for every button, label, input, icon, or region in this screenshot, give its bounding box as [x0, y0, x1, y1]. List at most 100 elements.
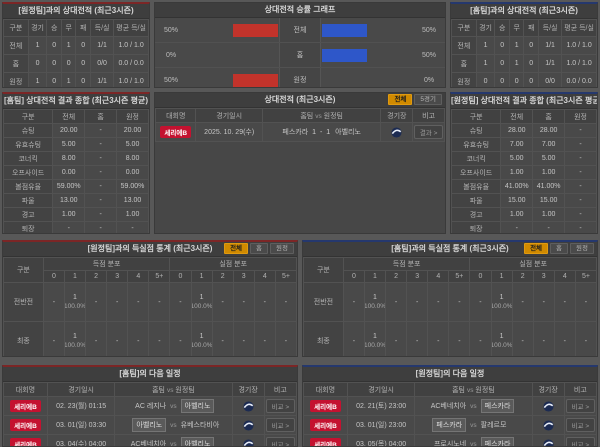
cell: - [84, 123, 118, 138]
table-row: 원정 1 0 1 0 1/1 1.0 / 1.0 [3, 72, 149, 87]
tab-5games[interactable]: 5경기 [414, 94, 442, 105]
cell: 8.00 [116, 151, 149, 166]
globe-icon[interactable] [543, 438, 554, 447]
graph-row: 50% 원정 0% [155, 68, 445, 87]
cell: - [274, 321, 297, 356]
cell: 1 [61, 72, 77, 87]
cell: - [211, 321, 234, 356]
row-label: 최종 [303, 321, 344, 356]
panel-title: 상대전적 (최근3시즌) 전체 5경기 [155, 93, 445, 108]
league-cell: 세리에B [155, 122, 197, 142]
tab-home[interactable]: 홈 [250, 243, 269, 254]
league-badge: 세리에B [310, 400, 341, 412]
cell: 1 [61, 36, 77, 55]
row-label: 코너킥 [451, 151, 502, 166]
teams-cell: 페스카라 1 - 1 아벨리노 [261, 122, 382, 142]
bin-header: 4 [253, 270, 276, 283]
cell: - [385, 282, 408, 322]
cell: 5.00 [532, 151, 566, 166]
graph-row-label: 전체 [279, 18, 321, 42]
table-row: 원정 0 0 0 0 0/0 0.0 / 0.0 [451, 72, 597, 87]
cell: - [448, 282, 471, 322]
col-header: 패 [75, 19, 91, 37]
panel-stats-home: [홈팀] 상대전적 결과 종합 (최근3시즌 평균) 구분 전체 홈 원정 슈팅… [2, 92, 150, 234]
panel-goals-home: [홈팀]과의 득실점 통계 (최근3시즌) 전체 홈 원정 구분 득점 분포 실… [302, 240, 598, 357]
tab-all[interactable]: 전체 [224, 243, 249, 254]
bin-header: 2 [511, 270, 534, 283]
graph-row: 50% 전체 50% [155, 18, 445, 43]
scored-group-header: 득점 분포 [42, 257, 171, 271]
compare-button[interactable]: 비교 > [565, 399, 596, 413]
cell: - [106, 282, 129, 322]
schedule-match-row: 세리에B 02. 23(월) 01:15 AC 레지나 vs 아벨리노 비교 > [3, 396, 297, 416]
row-label: 파울 [451, 193, 502, 208]
row-label: 전반전 [303, 282, 344, 322]
tab-all[interactable]: 전체 [388, 94, 413, 105]
row-label: 볼점유율 [451, 179, 502, 194]
cell: - [511, 282, 534, 322]
cell: - [469, 282, 492, 322]
panel-h2h-matches: 상대전적 (최근3시즌) 전체 5경기 대회명 경기일시 홈팀 vs 원정팀 경… [154, 92, 446, 234]
cell: 15.00 [500, 193, 534, 208]
cell: 59.00% [52, 179, 86, 194]
league-badge: 세리에B [160, 126, 192, 138]
goals-table: 구분 득점 분포 실점 분포 0 1 2 3 4 5+ 0 1 2 3 4 5+ [303, 257, 597, 356]
result-button[interactable]: 결과 > [413, 125, 444, 139]
bin-header: 1 [63, 270, 87, 283]
cell: - [42, 321, 65, 356]
right-percent: 50% [421, 51, 436, 59]
table-row: 유효슈팅 5.00-5.00 [3, 137, 149, 152]
bin-header: 2 [85, 270, 108, 283]
panel-stats-away: [원정팀] 상대전적 결과 종합 (최근3시즌 평균) 구분 전체 홈 원정 슈… [450, 92, 598, 234]
globe-icon[interactable] [543, 400, 554, 412]
compare-button[interactable]: 비교 > [265, 418, 296, 432]
panel-title: [원정팀]과의 상대전적 (최근3시즌) [3, 4, 149, 19]
globe-icon[interactable] [543, 419, 554, 431]
compare-button[interactable]: 비교 > [265, 399, 296, 413]
cell: 1/1 [537, 54, 563, 73]
col-header: 대회명 [303, 382, 348, 397]
globe-icon[interactable] [243, 419, 254, 431]
cell: 20.00 [116, 123, 149, 138]
cell: - [427, 282, 450, 322]
compare-button[interactable]: 비교 > [565, 437, 596, 446]
tab-away[interactable]: 원정 [270, 243, 294, 254]
tab-all[interactable]: 전체 [524, 243, 549, 254]
cell: - [169, 321, 192, 356]
action-cell: 비교 > [263, 434, 297, 446]
tab-home[interactable]: 홈 [550, 243, 569, 254]
cell: 0 [523, 72, 539, 87]
h2h-table: 구분 경기 승 무 패 득/실 평균 득/실 전체 1 0 1 0 1/1 1.… [3, 19, 149, 87]
cell: 0 [523, 36, 539, 55]
panel-h2h-away: [원정팀]과의 상대전적 (최근3시즌) 구분 경기 승 무 패 득/실 평균 … [2, 2, 150, 88]
cell: 1 [475, 36, 496, 55]
col-header: 득/실 [89, 19, 115, 37]
cell: 0 [46, 54, 62, 73]
cell: 0 [75, 36, 91, 55]
teams-cell: AC 레지나 vs 아벨리노 [114, 396, 233, 416]
col-header: 승 [46, 19, 62, 37]
red-bar [233, 73, 278, 87]
vs-label: vs [170, 402, 177, 410]
tab-away[interactable]: 원정 [570, 243, 594, 254]
globe-icon[interactable] [243, 438, 254, 447]
cell: 1.0 / 1.0 [113, 36, 149, 55]
cell: 0 [61, 54, 77, 73]
h2h-table: 구분 경기 승 무 패 득/실 평균 득/실 전체 1 0 1 0 1/1 1.… [451, 19, 597, 87]
globe-icon[interactable] [391, 126, 402, 138]
table-row: 홈 0 0 0 0 0/0 0.0 / 0.0 [3, 54, 149, 73]
league-cell: 세리에B [303, 434, 348, 446]
globe-icon[interactable] [243, 400, 254, 412]
compare-button[interactable]: 비교 > [265, 437, 296, 446]
row-label: 파울 [3, 193, 54, 208]
cell: - [106, 321, 129, 356]
cell: 0 [46, 72, 62, 87]
table-row: 최종 - 1 100.0% - - - - - 1 100.0% - - - - [303, 321, 597, 356]
table-row: 오프사이드 0.00-0.00 [3, 165, 149, 180]
cell: - [84, 207, 118, 222]
league-cell: 세리에B [3, 434, 48, 446]
cell: 1.0 / 1.0 [561, 54, 597, 73]
compare-button[interactable]: 비교 > [565, 418, 596, 432]
col-header: 홈팀 vs 원정팀 [261, 108, 382, 123]
cell: - [85, 321, 108, 356]
